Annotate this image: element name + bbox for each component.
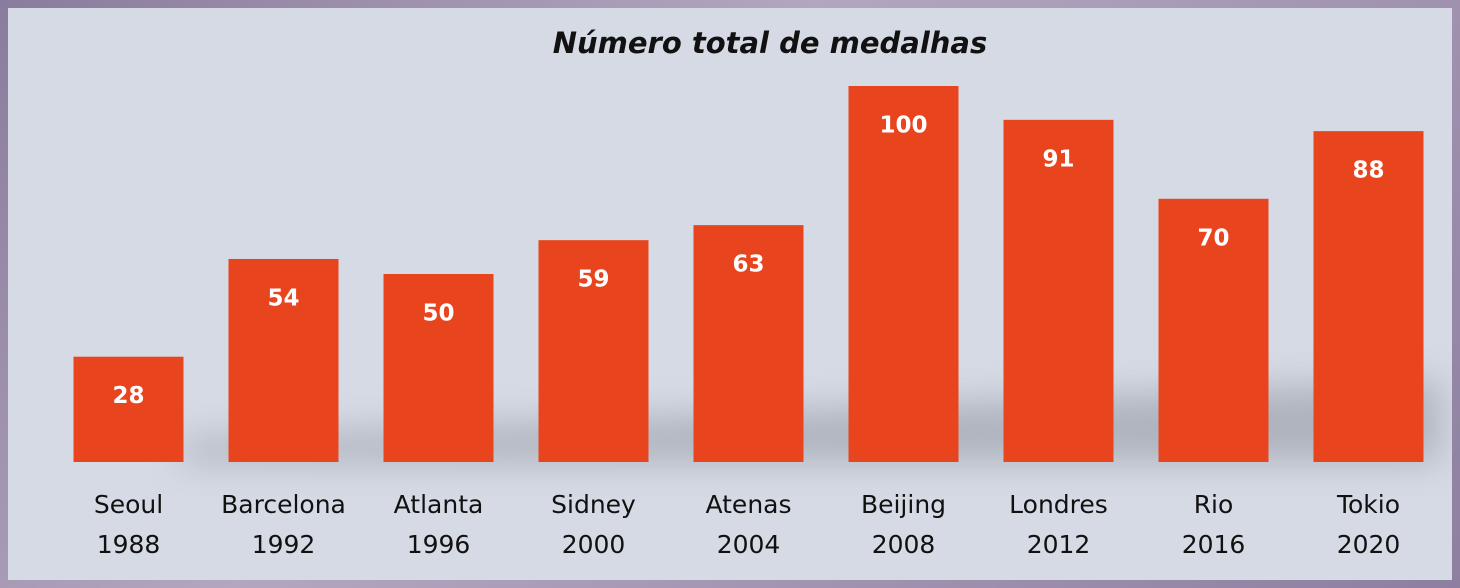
x-tick-label: 2008 [872, 530, 936, 559]
data-label: 91 [1042, 146, 1074, 172]
x-tick-label: Atenas [705, 490, 791, 519]
x-tick-label: Sidney [551, 490, 636, 519]
data-label: 50 [422, 301, 454, 327]
x-tick-label: 2004 [717, 530, 781, 559]
data-label: 54 [267, 285, 299, 311]
x-tick-label: Atlanta [394, 490, 484, 519]
data-label: 59 [577, 267, 609, 293]
bar [538, 240, 649, 462]
x-tick-label: Rio [1194, 490, 1234, 519]
data-label: 100 [879, 113, 927, 139]
bar [228, 258, 339, 462]
x-tick-label: 2000 [562, 530, 626, 559]
bar [73, 356, 184, 462]
shadow [180, 380, 1440, 462]
bar [383, 274, 494, 462]
x-tick-label: Tokio [1336, 490, 1400, 519]
x-tick-label: 1988 [97, 530, 161, 559]
x-tick-label: 1996 [407, 530, 471, 559]
x-tick-label: 2016 [1182, 530, 1246, 559]
bar [1313, 131, 1424, 462]
x-tick-label: Seoul [94, 490, 163, 519]
data-label: 88 [1352, 158, 1384, 184]
x-tick-label: Londres [1009, 490, 1108, 519]
bar [1158, 198, 1269, 463]
x-tick-label: Beijing [861, 490, 946, 519]
chart-title: Número total de medalhas [553, 26, 988, 60]
bar [693, 225, 804, 462]
bar [848, 86, 959, 462]
x-tick-label: Barcelona [221, 490, 346, 519]
data-label: 70 [1197, 225, 1229, 251]
bar [1003, 119, 1114, 462]
x-tick-label: 2012 [1027, 530, 1091, 559]
data-label: 63 [732, 252, 764, 278]
data-label: 28 [112, 383, 144, 409]
x-tick-label: 1992 [252, 530, 316, 559]
x-tick-label: 2020 [1337, 530, 1401, 559]
